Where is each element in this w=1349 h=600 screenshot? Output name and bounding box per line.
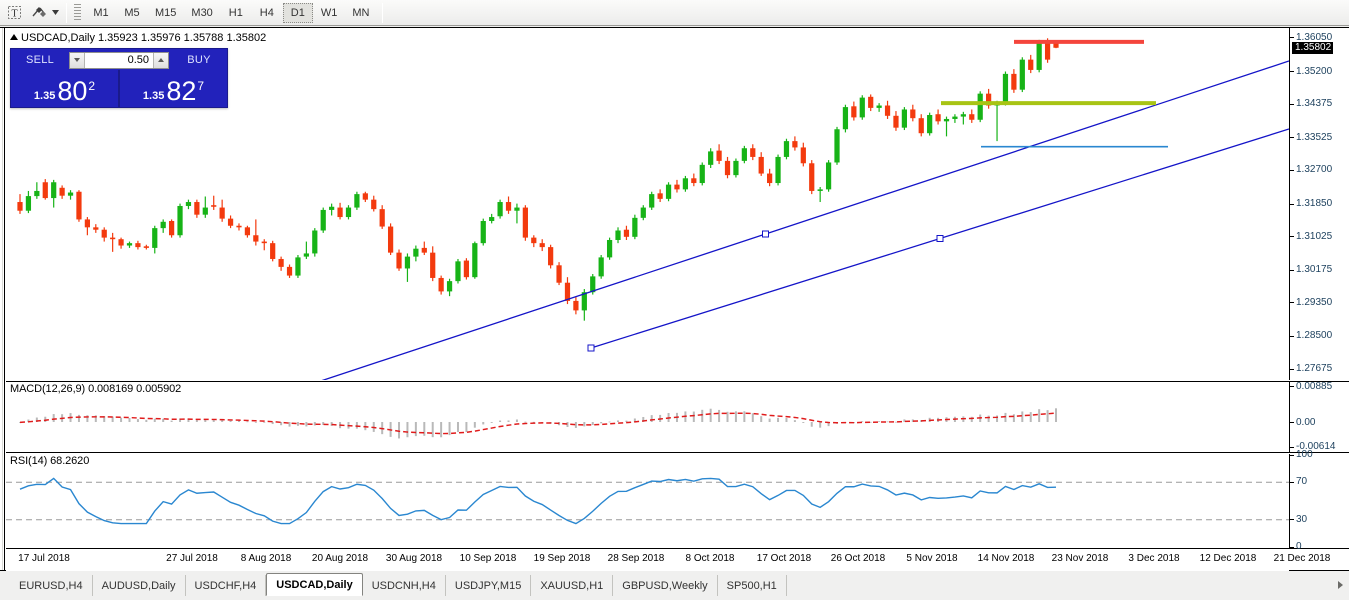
chart-tab-usdchf-h4[interactable]: USDCHF,H4 (186, 575, 267, 596)
chart-window[interactable]: USDCAD,Daily 1.35923 1.35976 1.35788 1.3… (0, 27, 1349, 571)
toolbar-separator (66, 2, 67, 23)
toolbar-separator-2 (382, 2, 384, 23)
price-tick-label: 1.32700 (1296, 164, 1333, 176)
time-axis-label: 17 Oct 2018 (756, 553, 812, 564)
timeframe-m15[interactable]: M15 (155, 6, 177, 19)
collapse-triangle-icon (10, 34, 18, 40)
buy-price-big: 82 (166, 76, 197, 106)
rsi-tick-label: 30 (1296, 513, 1308, 525)
price-tick-label: 1.29350 (1296, 296, 1333, 308)
macd-pane[interactable]: MACD(12,26,9) 0.008169 0.005902 (6, 381, 1289, 453)
chart-tab-eurusd-h4[interactable]: EURUSD,H4 (10, 575, 93, 596)
time-axis-label: 5 Nov 2018 (906, 553, 958, 564)
sell-label[interactable]: SELL (25, 54, 55, 66)
time-axis-label: 30 Aug 2018 (385, 553, 443, 564)
volume-value[interactable]: 0.50 (85, 52, 153, 68)
sell-price-big: 80 (57, 76, 88, 106)
rsi-scale[interactable]: 100 70 30 0 (1289, 449, 1349, 552)
time-axis-label: 12 Dec 2018 (1199, 553, 1257, 564)
macd-plot (19, 408, 1057, 439)
sell-button[interactable]: 1.35 80 2 (11, 70, 118, 107)
macd-scale[interactable]: 0.00885 0.00 -0.00614 (1289, 381, 1349, 453)
timeframe-group: M1 M5 M15 M30 H1 H4 D1 W1 MN (86, 2, 377, 23)
buy-price-fraction: 7 (197, 79, 205, 93)
timeframe-h4[interactable]: H4 (259, 6, 274, 19)
rsi-tick-label: 70 (1296, 476, 1308, 488)
price-tick-label: 1.31025 (1296, 230, 1333, 242)
price-tick-label: 1.31850 (1296, 198, 1333, 209)
current-price-label: 1.35802 (1292, 41, 1334, 54)
drawing-tools-icon[interactable] (28, 2, 50, 24)
price-pane[interactable] (6, 28, 1289, 380)
chart-tab-usdcad-daily[interactable]: USDCAD,Daily (266, 573, 363, 596)
timeframe-mn[interactable]: MN (352, 6, 370, 19)
price-plot (17, 38, 1289, 380)
trade-panel-quotes: 1.35 80 2 1.35 82 7 (11, 70, 227, 107)
timeframe-m1[interactable]: M1 (93, 6, 109, 19)
timeframe-m5[interactable]: M5 (124, 6, 140, 19)
chart-tab-xauusd-h1[interactable]: XAUUSD,H1 (531, 575, 614, 596)
text-tool-icon[interactable]: T (3, 2, 25, 24)
rsi-tick-label: 100 (1296, 449, 1313, 460)
volume-stepper[interactable]: 0.50 (69, 51, 169, 69)
buy-label[interactable]: BUY (187, 54, 211, 66)
price-scale[interactable]: 1.36050 1.35200 1.34375 1.33525 1.32700 1.318… (1289, 28, 1349, 380)
chart-tabbar: EURUSD,H4 AUDUSD,Daily USDCHF,H4 USDCAD,Dai… (0, 572, 1349, 600)
chart-tab-sp500-h1[interactable]: SP500,H1 (718, 575, 787, 596)
time-axis-label: 19 Sep 2018 (533, 553, 591, 564)
macd-tick-label: -0.00614 (1296, 441, 1336, 453)
buy-button[interactable]: 1.35 82 7 (118, 70, 227, 107)
time-axis-label: 23 Nov 2018 (1051, 553, 1109, 564)
time-axis-label: 26 Oct 2018 (830, 553, 886, 564)
sell-price-prefix: 1.35 (33, 90, 56, 102)
tabbar-scroll-right-icon[interactable] (1333, 574, 1347, 596)
time-axis-label: 17 Jul 2018 (18, 553, 70, 564)
chart-tab-usdcnh-h4[interactable]: USDCNH,H4 (363, 575, 446, 596)
symbol-header: USDCAD,Daily 1.35923 1.35976 1.35788 1.3… (10, 32, 266, 44)
price-tick-label: 1.36050 (1296, 31, 1333, 43)
volume-decrement-icon[interactable] (70, 52, 85, 68)
timeframe-h1[interactable]: H1 (228, 6, 243, 19)
volume-increment-icon[interactable] (153, 52, 168, 68)
chevron-down-icon[interactable] (50, 2, 61, 24)
time-axis-label: 14 Nov 2018 (977, 553, 1035, 564)
chart-tab-usdjpy-m15[interactable]: USDJPY,M15 (446, 575, 532, 596)
one-click-trading-panel[interactable]: SELL 0.50 BUY 1.35 80 2 1.35 82 7 (10, 48, 228, 108)
price-tick-label: 1.28500 (1296, 330, 1333, 342)
main-toolbar: T M1 M5 M15 M30 H1 H4 D1 W1 MN (0, 0, 1349, 26)
symbol-header-text: USDCAD,Daily 1.35923 1.35976 1.35788 1.3… (21, 32, 267, 44)
macd-tick-label: 0.00 (1296, 416, 1316, 428)
rsi-label: RSI(14) 68.2620 (10, 455, 90, 467)
rsi-pane[interactable]: RSI(14) 68.2620 (6, 454, 1289, 549)
time-axis[interactable]: 17 Jul 2018 27 Jul 2018 8 Aug 2018 20 Aug 2… (6, 550, 1330, 571)
sell-price-fraction: 2 (88, 79, 96, 93)
price-tick-label: 1.33525 (1296, 131, 1333, 143)
price-tick-label: 1.34375 (1296, 98, 1333, 110)
macd-tick-label: 0.00885 (1296, 380, 1333, 392)
price-tick-label: 1.30175 (1296, 264, 1333, 276)
time-axis-label: 10 Sep 2018 (459, 553, 517, 564)
time-axis-label: 8 Aug 2018 (240, 553, 292, 564)
time-axis-label: 8 Oct 2018 (685, 553, 735, 564)
toolbar-grip[interactable] (74, 3, 81, 22)
price-tick-label: 1.27675 (1296, 363, 1333, 375)
rsi-plot (6, 477, 1289, 525)
time-axis-label: 21 Dec 2018 (1273, 553, 1331, 564)
chart-tab-gbpusd-weekly[interactable]: GBPUSD,Weekly (613, 575, 718, 596)
timeframe-w1[interactable]: W1 (320, 6, 338, 19)
time-axis-label: 3 Dec 2018 (1128, 553, 1180, 564)
time-axis-label: 28 Sep 2018 (607, 553, 665, 564)
chart-tab-audusd-daily[interactable]: AUDUSD,Daily (93, 575, 186, 596)
rsi-tick-label: 0 (1296, 541, 1302, 552)
trade-panel-top-row: SELL 0.50 BUY (11, 49, 227, 70)
time-axis-label: 20 Aug 2018 (311, 553, 369, 564)
chart-left-rail (0, 28, 5, 570)
svg-text:T: T (11, 9, 17, 20)
price-tick-label: 1.35200 (1296, 65, 1333, 77)
buy-price-prefix: 1.35 (142, 90, 165, 102)
timeframe-m30[interactable]: M30 (191, 6, 213, 19)
time-axis-label: 27 Jul 2018 (166, 553, 218, 564)
macd-label: MACD(12,26,9) 0.008169 0.005902 (10, 383, 182, 395)
timeframe-d1[interactable]: D1 (282, 2, 313, 23)
